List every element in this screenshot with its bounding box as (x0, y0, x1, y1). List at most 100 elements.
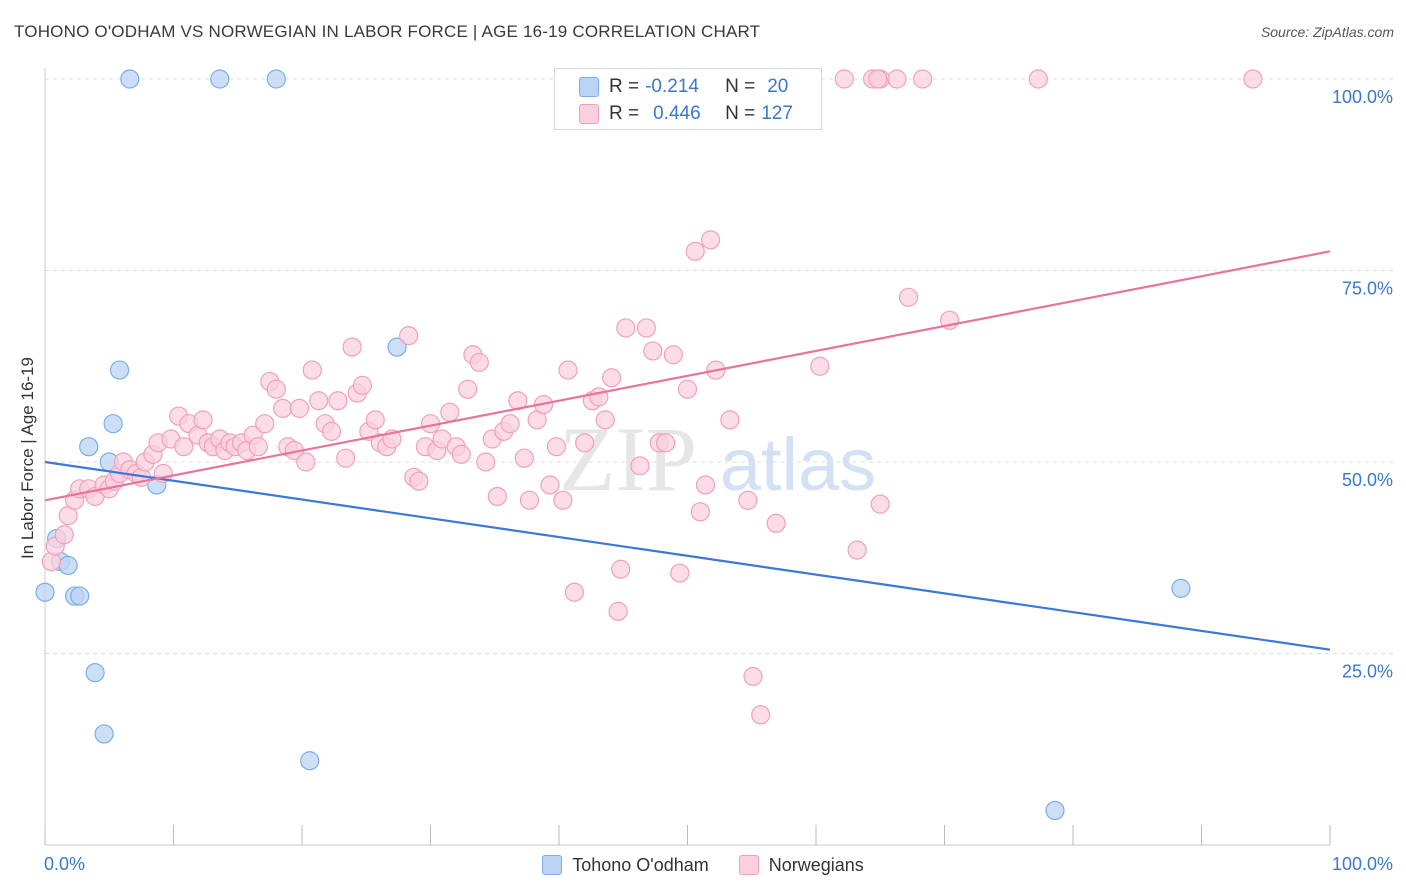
norwegian-point (321, 421, 342, 441)
norwegian-point (663, 345, 683, 365)
tohono-point (210, 69, 230, 89)
norwegian-point (670, 563, 690, 583)
norwegian-point (677, 379, 698, 399)
norwegian-point (546, 437, 567, 457)
norwegian-point (690, 502, 710, 522)
n-label: N = (725, 76, 756, 97)
norwegian-point (469, 352, 489, 373)
norwegian-point (738, 490, 758, 510)
norwegian-point (685, 241, 705, 261)
norwegian-point (500, 414, 520, 434)
chart-legend: Tohono O'odham Norwegians (0, 850, 1406, 880)
n-label: N = (725, 103, 756, 124)
norwegian-point (352, 375, 372, 395)
y-tick-label: 50.0% (1342, 470, 1393, 490)
r-label: R = (609, 103, 640, 124)
legend-item-tohono[interactable]: Tohono O'odham (542, 855, 709, 876)
norwegian-point (695, 475, 716, 495)
norwegian-point (273, 398, 293, 418)
norwegian-point (887, 69, 907, 89)
tohono-point (79, 437, 99, 457)
r-value: -0.214 (645, 76, 699, 97)
norwegian-point (913, 69, 933, 89)
norwegian-point (575, 433, 595, 453)
norwegian-point (399, 326, 419, 346)
norwegian-point (1243, 69, 1263, 89)
norwegian-point (898, 287, 919, 307)
source-credit: Source: ZipAtlas.com (1260, 24, 1394, 40)
legend-label: Norwegians (768, 854, 864, 875)
x-tick-label: 100.0% (1332, 854, 1393, 874)
norwegian-point (342, 337, 362, 357)
tohono-point (94, 724, 114, 744)
norwegian-point (248, 437, 268, 457)
norwegian-point (630, 456, 650, 476)
tohono-point (109, 360, 130, 380)
norwegian-point (336, 448, 356, 468)
legend-label: Tohono O'odham (572, 854, 709, 875)
tohono-point (1045, 800, 1065, 821)
legend-item-norwegians[interactable]: Norwegians (738, 854, 864, 876)
axis-labels: 25.0% 50.0% 75.0% 100.0% 0.0% 100.0% In Labor … (18, 87, 1393, 874)
tohono-point (35, 582, 55, 602)
norwegian-point (743, 666, 763, 687)
y-tick-label: 100.0% (1332, 87, 1393, 107)
n-value: 20 (767, 76, 789, 97)
norwegian-point (365, 410, 385, 430)
norwegian-point (847, 540, 867, 560)
tohono-point (58, 555, 78, 576)
norwegian-point (174, 437, 194, 457)
norwegian-point (476, 452, 496, 472)
norwegian-point (409, 471, 429, 491)
norwegian-point (296, 452, 316, 472)
tohono-legend-icon (542, 855, 563, 875)
norwegian-point (289, 398, 310, 418)
norwegian-point (589, 387, 609, 407)
r-value: 0.446 (653, 103, 701, 124)
norwegian-point (1028, 69, 1048, 89)
y-tick-label: 75.0% (1342, 279, 1393, 299)
norwegian-point (266, 379, 286, 399)
norwegian-point (611, 559, 631, 579)
data-points (35, 69, 1263, 821)
tohono-point (70, 586, 90, 606)
norwegian-point (868, 69, 888, 89)
norwegian-point (643, 341, 663, 361)
norwegian-point (540, 475, 560, 495)
norwegian-point (636, 318, 656, 338)
norwegian-point (595, 410, 615, 430)
norwegian-point (458, 379, 478, 399)
norwegian-point (451, 444, 471, 464)
norwegian-point (54, 525, 74, 545)
tohono-point (387, 337, 407, 357)
tohono-point (300, 751, 320, 771)
norwegian-point (834, 69, 854, 89)
norwegian-point (766, 513, 786, 533)
chart-title: TOHONO O'ODHAM VS NORWEGIAN IN LABOR FOR… (14, 22, 761, 41)
norwegian-point (701, 230, 721, 250)
norwegian-point (487, 486, 507, 507)
norwegian-point (602, 368, 622, 388)
norwegian-point (255, 414, 275, 434)
norwegian-point (302, 360, 322, 380)
norwegian-point (558, 360, 578, 380)
norwegian-point (553, 490, 573, 510)
tohono-swatch-icon (579, 77, 599, 97)
tohono-point (120, 69, 140, 89)
norwegian-trend-line (44, 250, 1331, 502)
tohono-point (103, 414, 123, 434)
norwegian-point (440, 402, 460, 422)
norwegian-point (810, 356, 830, 376)
correlation-stats-box: R = -0.214 N = 20 R = 0.446 N = 127 (554, 68, 822, 130)
norwegian-point (519, 490, 540, 510)
norwegian-point (514, 448, 534, 468)
norwegians-legend-icon (738, 855, 759, 875)
y-tick-label: 25.0% (1342, 662, 1393, 682)
norwegian-point (751, 705, 771, 725)
watermark-zip: ZIP (559, 408, 697, 510)
stats-row-tohono: R = -0.214 N = 20 (579, 75, 788, 99)
trend-lines (44, 250, 1331, 651)
tohono-trend-line (44, 460, 1331, 651)
norwegian-point (309, 391, 329, 411)
